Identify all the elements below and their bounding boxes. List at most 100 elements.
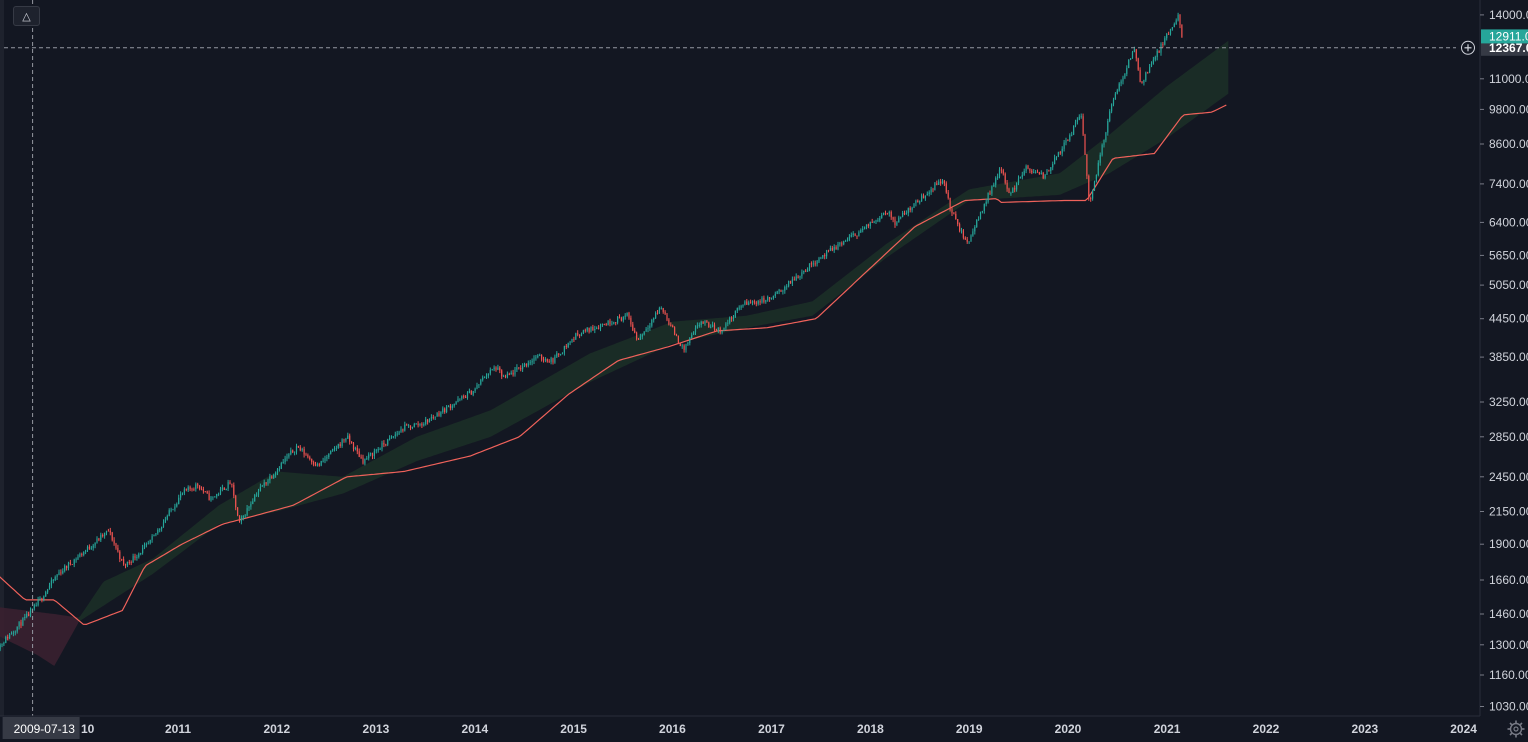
candle [607,320,609,326]
candle [497,364,499,371]
candle [520,365,522,372]
time-tick-label: 2016 [659,722,686,736]
candle-body [924,195,926,199]
candle-body [786,286,788,288]
candle [28,611,30,617]
collapse-button[interactable]: △ [13,6,40,26]
candle-body [546,359,548,362]
candle [286,453,288,462]
candle [1055,156,1058,161]
candle [909,206,911,213]
candle [470,390,472,395]
candle-body [195,484,197,490]
candle-body [683,345,685,350]
candle [637,337,640,340]
candle-body [1086,154,1088,176]
candle-body [670,324,672,326]
add-alert-plus-icon[interactable] [1461,40,1475,55]
candle [427,418,429,425]
candle-body [668,319,670,325]
candle [1154,55,1156,62]
candle [883,212,885,216]
candle [1105,131,1107,143]
cloud-bearish [0,607,79,666]
candle [387,438,389,447]
candle [1152,56,1154,65]
candle-body [746,301,748,305]
candle-body [22,618,24,626]
candle [660,306,662,310]
candle [915,199,917,207]
candle-body [1137,58,1139,70]
candle-body [898,217,900,223]
price-tick-label: 5050.00 [1489,278,1528,292]
candle [1029,168,1031,174]
candle-body [919,201,921,203]
time-tick-label: 10 [81,722,95,736]
candle [712,321,714,328]
candle-body [527,363,529,366]
candle-body [219,488,222,494]
candle-body [352,443,355,449]
candle [423,422,425,427]
candle [873,220,875,224]
candle [609,318,611,327]
candle-body [20,622,22,626]
candle-body [1168,34,1170,35]
candle-body [740,306,742,308]
candle-body [966,239,968,242]
candle-body [736,308,738,311]
candle-body [1084,134,1086,155]
candle-body [92,545,94,548]
candle [588,327,590,334]
candle-body [88,546,90,549]
candle [769,297,771,302]
candle-body [1042,172,1044,179]
candle-body [658,308,660,314]
candle-body [675,334,678,337]
candle [124,563,127,569]
candle-body [704,321,706,324]
candle [799,275,801,280]
kijun-line-layer [0,104,1227,626]
candle-body [1092,190,1094,199]
candle [98,537,100,542]
candle [280,461,282,470]
candle-body [56,574,58,577]
candle-body [989,192,991,194]
candle [75,557,77,563]
candle [1071,131,1073,137]
candle-body [1019,177,1021,179]
candle-body [294,451,296,453]
candle-body [52,580,54,581]
candle-body [784,286,786,291]
price-tick-label: 3850.00 [1489,350,1528,364]
candle-body [957,219,959,225]
candle-body [558,353,560,355]
candle-body [1021,174,1023,178]
gear-icon[interactable] [1506,719,1526,739]
candle [1031,168,1033,175]
candle [1004,172,1006,185]
candle [1014,185,1016,193]
candle [489,367,491,376]
candle [843,240,845,246]
candle [86,545,89,552]
candle [732,315,735,322]
candle-body [1059,152,1061,154]
candle-body [430,417,432,419]
candle-body [413,424,415,428]
candle [157,528,159,535]
candle-body [290,450,292,455]
candle-body [727,322,729,324]
candle [995,176,997,188]
candle-body [862,228,864,231]
candle [1126,65,1128,77]
candle-body [183,489,185,493]
candle [803,270,805,275]
candle [265,482,267,486]
candle [643,331,645,336]
candle-body [409,425,412,428]
